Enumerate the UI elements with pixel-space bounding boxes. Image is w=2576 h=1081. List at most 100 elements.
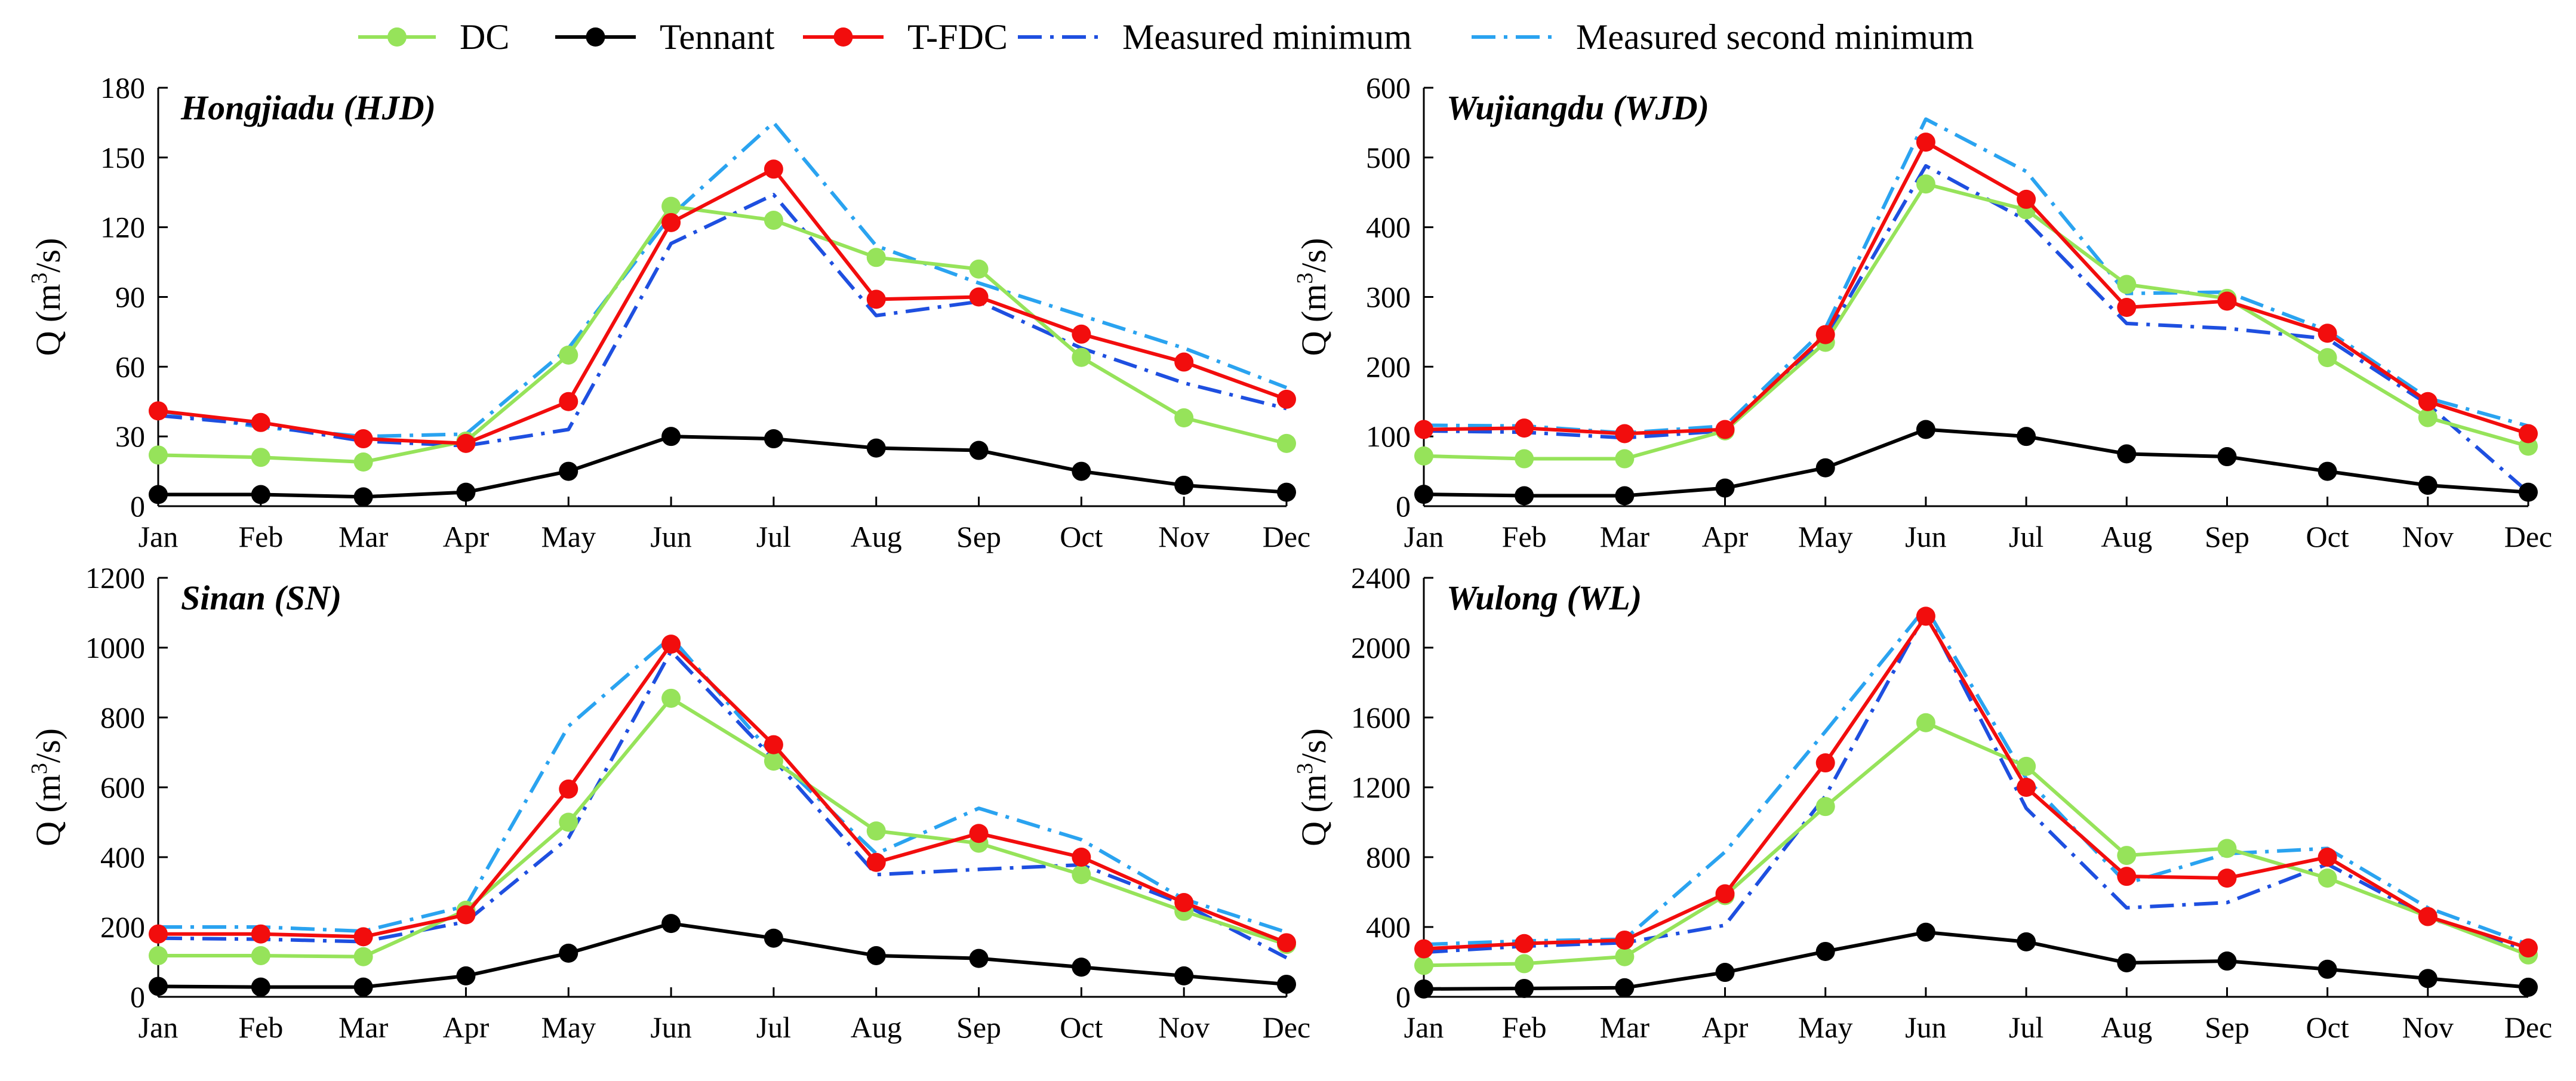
data-point-dc — [2318, 869, 2337, 888]
data-point-tennant — [353, 977, 373, 997]
y-tick-label: 400 — [1366, 211, 1411, 244]
data-point-dc — [559, 812, 578, 832]
y-tick-label: 0 — [1396, 489, 1411, 523]
series-tennant — [149, 914, 1296, 997]
x-tick-label: Mar — [338, 520, 389, 553]
data-point-tennant — [2017, 427, 2036, 446]
series-line-measured_second_min — [1423, 117, 2529, 435]
data-point-dc — [1815, 797, 1835, 817]
data-point-tfdc — [2117, 298, 2137, 318]
series-dc — [1414, 174, 2538, 469]
x-tick-label: Jan — [139, 1011, 178, 1044]
data-point-dc — [251, 448, 270, 467]
x-tick-label: Sep — [956, 1011, 1001, 1044]
x-tick-label: Oct — [1060, 520, 1103, 553]
legend-marker-dc — [387, 27, 407, 47]
data-point-tfdc — [456, 905, 476, 925]
data-point-tfdc — [1615, 424, 1635, 444]
series-measured_min — [158, 649, 1288, 960]
y-tick-label: 400 — [1366, 910, 1411, 944]
series-line-tfdc — [158, 642, 1288, 945]
data-point-tennant — [866, 946, 886, 965]
data-point-dc — [149, 445, 168, 465]
y-tick-label: 1200 — [85, 561, 145, 595]
data-point-tfdc — [661, 212, 681, 232]
series-line-measured_min — [158, 649, 1288, 960]
data-point-tennant — [559, 943, 578, 963]
chart-panel-3: 0 200 400 600 800 1000 1200 Jan Feb Mar Apr May Jun J… — [27, 561, 1310, 1044]
y-tick-label: 600 — [1366, 71, 1411, 104]
data-point-tfdc — [2519, 424, 2538, 444]
series-tfdc — [1414, 133, 2538, 444]
data-point-tfdc — [2318, 324, 2337, 343]
data-point-tennant — [661, 914, 681, 934]
data-point-dc — [353, 947, 373, 966]
data-point-tennant — [1515, 978, 1534, 998]
data-point-tfdc — [2217, 291, 2237, 311]
x-tick-label: Nov — [1158, 1011, 1209, 1044]
y-axis-label: Q (m3/s) — [1292, 728, 1333, 846]
series-line-measured_second_min — [1423, 605, 2529, 947]
legend-item-measured_min: Measured minimum — [1018, 17, 1412, 57]
data-point-tfdc — [251, 412, 270, 432]
y-tick-label: 0 — [130, 489, 145, 523]
series-measured_second_min — [1423, 117, 2529, 435]
data-point-tfdc — [969, 824, 989, 843]
data-point-dc — [2117, 846, 2137, 866]
x-tick-label: Oct — [2306, 520, 2349, 553]
series-line-tennant — [158, 922, 1287, 989]
data-point-tennant — [251, 485, 270, 504]
x-tick-label: Oct — [1060, 1011, 1103, 1044]
y-tick-label: 800 — [100, 701, 145, 734]
x-tick-label: Feb — [238, 1011, 283, 1044]
data-point-dc — [1515, 449, 1534, 469]
panel-title: Hongjiadu (HJD) — [180, 88, 436, 127]
y-axis-label: Q (m3/s) — [27, 238, 67, 356]
series-line-measured_second_min — [158, 121, 1288, 439]
data-point-dc — [2318, 348, 2337, 368]
series-line-tfdc — [1423, 140, 2529, 436]
data-point-tfdc — [1515, 418, 1534, 438]
y-tick-label: 400 — [100, 840, 145, 874]
legend-item-dc: DC — [358, 17, 509, 57]
data-point-tennant — [1174, 966, 1194, 985]
x-tick-label: Nov — [2402, 520, 2454, 553]
series-measured_second_min — [158, 121, 1288, 439]
data-point-tennant — [969, 441, 989, 460]
data-point-dc — [2117, 275, 2137, 294]
legend-item-measured_second_min: Measured second minimum — [1472, 17, 1974, 57]
y-tick-label: 2400 — [1351, 561, 1411, 595]
x-tick-label: Jun — [650, 1011, 691, 1044]
x-tick-label: Apr — [443, 1011, 490, 1044]
data-point-tennant — [661, 427, 681, 446]
data-point-tennant — [2117, 444, 2137, 464]
x-tick-label: Aug — [851, 1011, 902, 1044]
data-point-tennant — [2519, 482, 2538, 502]
data-point-tfdc — [149, 924, 168, 944]
data-point-tfdc — [1414, 939, 1433, 959]
series-measured_second_min — [1423, 605, 2529, 947]
data-point-dc — [1615, 449, 1635, 469]
y-tick-label: 1200 — [1351, 771, 1411, 804]
data-point-dc — [866, 248, 886, 267]
x-tick-label: Jul — [2009, 1011, 2043, 1044]
series-dc — [149, 196, 1296, 472]
data-point-tfdc — [456, 433, 476, 453]
series-line-dc — [158, 696, 1287, 959]
data-point-tennant — [251, 977, 270, 997]
x-tick-label: Jan — [1404, 520, 1444, 553]
y-tick-label: 150 — [100, 141, 145, 174]
data-point-tfdc — [559, 779, 578, 799]
x-tick-label: Mar — [1600, 1011, 1650, 1044]
data-point-tennant — [1414, 979, 1433, 999]
data-point-tfdc — [1174, 893, 1194, 913]
data-point-tennant — [1072, 957, 1091, 977]
y-tick-label: 500 — [1366, 141, 1411, 174]
data-point-tennant — [1715, 478, 1735, 498]
data-point-tennant — [1072, 461, 1091, 481]
x-tick-label: Jul — [756, 520, 791, 553]
legend-label-dc: DC — [460, 17, 509, 57]
series-line-tennant — [1423, 930, 2529, 991]
data-point-dc — [1414, 956, 1433, 975]
data-point-tennant — [969, 948, 989, 968]
